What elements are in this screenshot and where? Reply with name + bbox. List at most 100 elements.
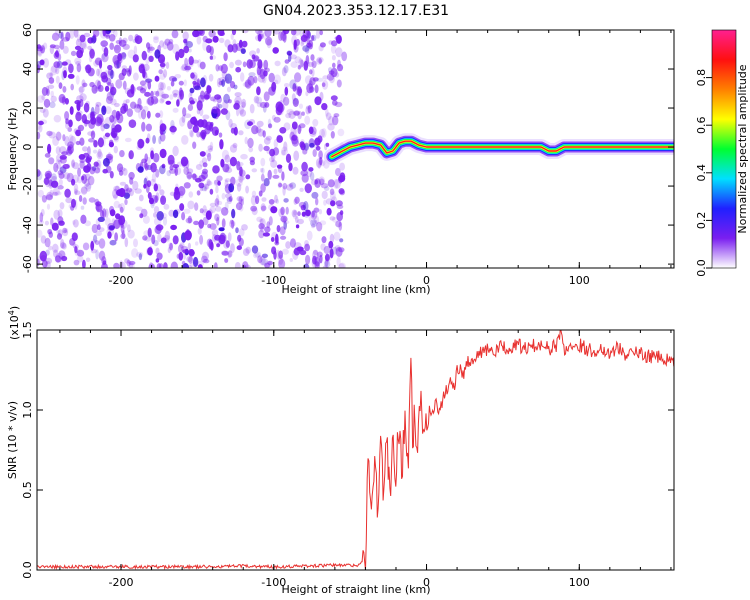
- noise-blob: [235, 202, 243, 211]
- noise-blob: [217, 180, 221, 186]
- noise-blob: [62, 45, 69, 54]
- noise-blob: [78, 86, 84, 95]
- noise-blob: [314, 96, 322, 106]
- noise-blob: [311, 223, 316, 229]
- noise-blob: [64, 98, 69, 105]
- noise-blob: [50, 90, 54, 98]
- noise-blob: [299, 249, 307, 256]
- noise-blob: [64, 111, 70, 121]
- noise-blob: [218, 103, 223, 109]
- x-tick-label: -200: [109, 274, 134, 287]
- noise-blob: [334, 179, 341, 189]
- noise-blob: [208, 148, 213, 152]
- noise-blob: [241, 40, 248, 48]
- noise-blob: [90, 240, 95, 251]
- noise-blob: [283, 122, 291, 131]
- noise-blob: [323, 260, 331, 268]
- noise-blob: [189, 87, 195, 94]
- noise-blob: [156, 263, 162, 268]
- noise-blob: [274, 194, 278, 204]
- noise-blob: [212, 165, 220, 174]
- noise-blob: [292, 97, 299, 106]
- spectrogram-y-axis-title: Frequency (Hz): [6, 108, 19, 191]
- noise-blob: [278, 250, 283, 259]
- noise-blob: [309, 142, 315, 148]
- noise-blob: [93, 60, 100, 67]
- noise-blob: [289, 79, 297, 90]
- noise-blob: [227, 44, 234, 53]
- noise-blob: [339, 238, 344, 243]
- noise-blob: [87, 45, 92, 50]
- noise-blob: [122, 43, 130, 50]
- noise-blob: [300, 59, 304, 68]
- noise-blob: [259, 68, 266, 80]
- noise-blob: [209, 206, 216, 214]
- noise-blob: [262, 31, 267, 40]
- noise-blob: [193, 220, 200, 226]
- noise-blob: [62, 227, 68, 234]
- noise-blob: [300, 139, 305, 145]
- noise-blob: [37, 120, 41, 131]
- noise-blob: [105, 96, 113, 104]
- noise-blob: [44, 237, 51, 248]
- noise-blob: [283, 221, 288, 230]
- noise-blob: [311, 191, 319, 199]
- noise-blob: [264, 262, 271, 268]
- noise-blob: [159, 148, 167, 159]
- noise-blob: [151, 234, 156, 245]
- noise-blob: [110, 82, 115, 92]
- noise-blob: [330, 200, 336, 207]
- noise-blob: [92, 30, 100, 37]
- noise-blob: [133, 238, 138, 248]
- noise-blob: [310, 54, 315, 61]
- noise-blob: [110, 117, 117, 124]
- noise-blob: [199, 61, 206, 70]
- noise-blob: [164, 237, 170, 243]
- noise-blob: [249, 156, 255, 163]
- noise-blob: [187, 264, 193, 268]
- colorbar-gradient: [711, 29, 737, 269]
- noise-blob: [200, 90, 205, 100]
- noise-blob: [184, 230, 192, 241]
- noise-blob: [297, 218, 304, 225]
- noise-blob: [107, 82, 111, 87]
- noise-blob: [76, 110, 83, 116]
- noise-blob: [313, 249, 318, 255]
- noise-blob: [153, 217, 162, 226]
- noise-blob: [339, 210, 344, 216]
- noise-blob: [174, 186, 180, 195]
- noise-blob: [84, 220, 91, 227]
- noise-blob: [266, 38, 272, 49]
- noise-blob: [336, 256, 341, 267]
- noise-blob: [321, 236, 327, 244]
- noise-blob: [70, 50, 77, 57]
- noise-blob: [306, 230, 313, 241]
- noise-blob: [244, 81, 251, 88]
- noise-blob: [154, 49, 161, 59]
- noise-blob: [76, 34, 81, 42]
- noise-blob: [159, 165, 166, 175]
- noise-blob: [88, 197, 96, 203]
- noise-blob: [207, 152, 212, 162]
- noise-blob: [268, 216, 273, 226]
- noise-blob: [294, 72, 302, 83]
- noise-blob: [321, 103, 328, 111]
- noise-blob: [108, 34, 116, 42]
- noise-blob: [124, 198, 128, 206]
- noise-blob: [258, 143, 263, 152]
- noise-blob: [142, 235, 148, 241]
- y-tick-label: -20: [21, 177, 34, 195]
- noise-blob: [186, 256, 193, 263]
- noise-blob: [101, 105, 107, 116]
- noise-blob: [145, 183, 150, 194]
- noise-blob: [328, 70, 335, 75]
- noise-blob: [203, 183, 208, 192]
- noise-blob: [93, 234, 98, 243]
- noise-blob: [194, 174, 199, 183]
- noise-blob: [73, 128, 78, 134]
- noise-blob: [325, 198, 333, 205]
- noise-blob: [153, 36, 159, 44]
- noise-blob: [168, 38, 174, 45]
- noise-blob: [291, 209, 297, 218]
- noise-blob: [319, 128, 325, 138]
